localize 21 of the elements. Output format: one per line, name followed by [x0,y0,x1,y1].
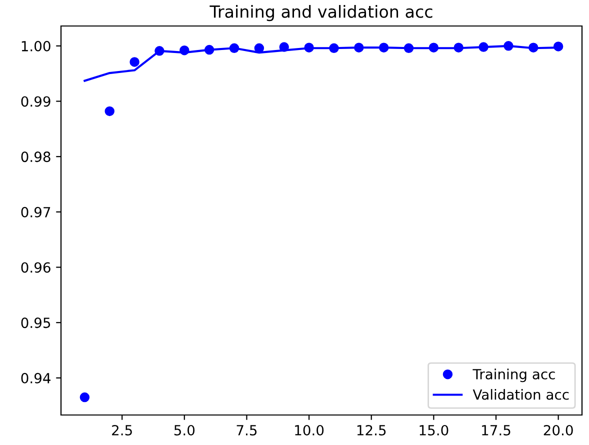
x-tick-label: 17.5 [482,425,510,436]
chart-title: Training and validation acc [210,5,432,22]
x-tick-label: 7.5 [236,425,257,436]
legend-label: Training acc [472,368,555,382]
y-tick-label: 0.97 [21,206,50,218]
x-tick-label: 20.0 [544,424,573,436]
point [130,57,140,67]
point [104,106,114,116]
y-tick-label: 1.00 [22,40,50,52]
x-tick-label: 10.0 [295,424,324,436]
y-tick-label: 0.94 [21,372,50,384]
legend-label: Validation acc [472,389,569,400]
x-tick-label: 5.0 [174,424,195,436]
x-tick-label: 15.0 [420,424,448,436]
x-tick-label: 2.5 [112,424,132,436]
point [80,392,90,402]
y-tick-label: 0.95 [21,318,50,328]
y-tick-label: 0.99 [21,96,50,107]
y-tick-label: 0.96 [21,262,50,273]
y-tick-label: 0.98 [21,152,50,162]
x-tick-label: 12.5 [357,424,386,436]
